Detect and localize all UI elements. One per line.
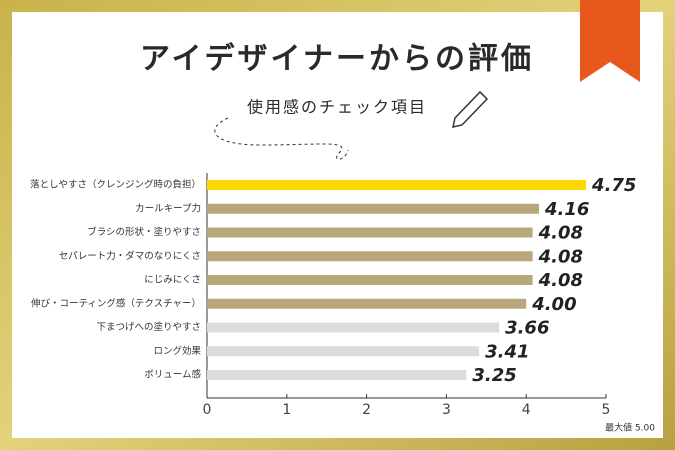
y-tick-label: 伸び・コーティング感（テクスチャー） bbox=[31, 297, 201, 309]
value-label: 3.66 bbox=[505, 318, 549, 339]
y-tick-label: ブラシの形状・塗りやすさ bbox=[87, 226, 201, 238]
y-tick-label: カールキープ力 bbox=[135, 202, 201, 214]
bar bbox=[207, 180, 587, 190]
pencil bbox=[452, 90, 489, 128]
bar bbox=[207, 370, 467, 380]
value-label: 4.75 bbox=[591, 175, 636, 196]
bar bbox=[207, 322, 500, 333]
x-tick-label: 2 bbox=[362, 402, 371, 418]
x-tick-label: 4 bbox=[522, 402, 531, 418]
y-tick-label: ボリューム感 bbox=[144, 369, 201, 381]
y-tick-label: にじみにくさ bbox=[144, 275, 201, 286]
bar bbox=[207, 346, 480, 357]
value-label: 3.25 bbox=[472, 365, 516, 386]
bar bbox=[207, 298, 527, 309]
value-label: 4.00 bbox=[531, 294, 576, 315]
ribbon bbox=[580, 0, 640, 82]
note: 最大値 5.00 bbox=[605, 422, 655, 434]
bar bbox=[207, 203, 539, 214]
chart-title: アイデザイナーからの評価 bbox=[140, 42, 534, 77]
value-label: 4.16 bbox=[544, 199, 589, 220]
y-tick-label: 落としやすさ（クレンジング時の負担） bbox=[30, 179, 201, 191]
chart-subtitle: 使用感のチェック項目 bbox=[247, 98, 427, 117]
bar bbox=[207, 227, 533, 238]
x-tick-label: 3 bbox=[442, 402, 451, 418]
bar bbox=[207, 275, 533, 285]
y-tick-label: 下まつげへの塗りやすさ bbox=[96, 321, 201, 333]
panel bbox=[12, 12, 663, 438]
value-label: 4.08 bbox=[538, 246, 583, 267]
y-tick-label: セパレート力・ダマのなりにくさ bbox=[59, 250, 201, 262]
x-tick-label: 5 bbox=[602, 402, 611, 418]
value-label: 4.08 bbox=[538, 270, 583, 291]
x-tick-label: 1 bbox=[282, 402, 291, 418]
value-label: 3.41 bbox=[485, 341, 529, 362]
y-tick-label: ロング効果 bbox=[153, 345, 201, 357]
bar bbox=[207, 251, 533, 262]
x-tick-label: 0 bbox=[203, 402, 212, 418]
deco-line bbox=[214, 117, 349, 160]
value-label: 4.08 bbox=[538, 223, 583, 244]
